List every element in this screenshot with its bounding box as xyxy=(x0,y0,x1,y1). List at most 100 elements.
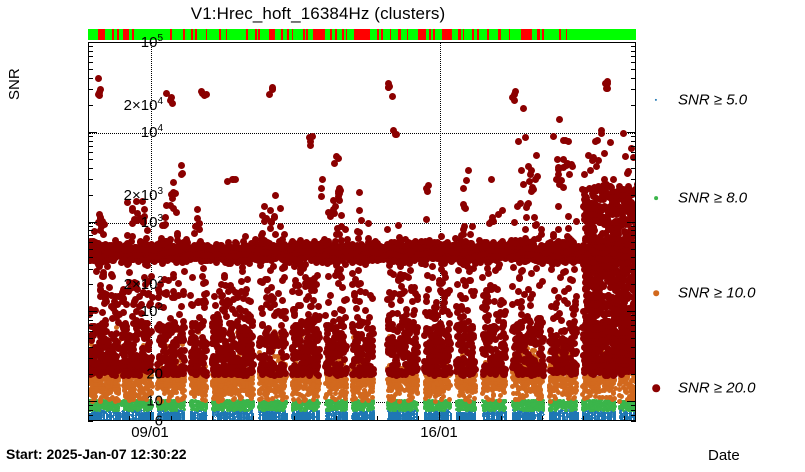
data-point-snr5 xyxy=(518,412,522,420)
data-point-snr5 xyxy=(446,411,450,420)
data-point-snr5 xyxy=(190,412,193,420)
duty-cycle-down-segment xyxy=(417,29,426,40)
duty-cycle-down-segment xyxy=(462,29,465,40)
data-point-snr5 xyxy=(169,411,171,414)
data-point-snr5 xyxy=(600,412,604,420)
data-point-snr5 xyxy=(527,412,531,420)
data-point-snr5 xyxy=(387,412,390,420)
data-point-snr5 xyxy=(554,411,558,420)
data-point-snr5 xyxy=(502,412,503,420)
data-point-snr5 xyxy=(532,415,535,418)
data-point-snr5 xyxy=(118,412,122,420)
data-point-snr5 xyxy=(262,418,264,420)
duty-cycle-down-segment xyxy=(442,29,452,40)
duty-cycle-down-segment xyxy=(542,29,544,40)
data-point-snr5 xyxy=(531,415,533,418)
duty-cycle-down-segment xyxy=(302,29,305,40)
data-point-snr5 xyxy=(338,412,340,420)
duty-cycle-down-segment xyxy=(537,29,540,40)
data-point-snr5 xyxy=(399,412,401,420)
y-axis-label: SNR xyxy=(6,68,23,100)
duty-cycle-down-segment xyxy=(98,29,105,40)
gridline-vertical xyxy=(439,43,441,420)
duty-cycle-down-segment xyxy=(195,29,197,40)
duty-cycle-down-segment xyxy=(497,29,502,40)
duty-cycle-down-segment xyxy=(486,29,490,40)
duty-cycle-down-segment xyxy=(377,29,380,40)
data-point-snr5 xyxy=(329,412,331,420)
duty-cycle-down-segment xyxy=(280,29,284,40)
data-point-snr5 xyxy=(488,411,491,420)
duty-cycle-down-segment xyxy=(508,29,511,40)
data-point-snr5 xyxy=(150,412,154,420)
data-point-snr5 xyxy=(196,411,199,420)
data-point-snr5 xyxy=(133,412,135,420)
data-point-snr5 xyxy=(244,411,246,420)
data-point-snr5 xyxy=(415,412,417,420)
duty-cycle-down-segment xyxy=(471,29,474,40)
duty-cycle-down-segment xyxy=(428,29,432,40)
data-point-snr5 xyxy=(628,411,631,420)
data-point-snr5 xyxy=(493,416,496,418)
duty-cycle-down-segment xyxy=(559,29,561,40)
data-point-snr5 xyxy=(264,411,268,420)
duty-cycle-down-segment xyxy=(268,29,276,40)
duty-cycle-down-segment xyxy=(313,29,326,40)
data-point-snr5 xyxy=(237,412,239,420)
duty-cycle-status-bar xyxy=(88,29,636,40)
duty-cycle-down-segment xyxy=(520,29,532,40)
duty-cycle-down-segment xyxy=(345,29,348,40)
data-point-snr5 xyxy=(97,414,99,416)
data-point-snr5 xyxy=(412,411,416,420)
plot-frame xyxy=(88,42,636,421)
data-point-snr5 xyxy=(503,411,507,420)
duty-cycle-down-segment xyxy=(433,29,435,40)
data-point-snr5 xyxy=(590,411,594,420)
duty-cycle-down-segment xyxy=(116,29,119,40)
data-point-snr5 xyxy=(403,412,406,420)
data-point-snr5 xyxy=(307,419,309,420)
data-point-snr5 xyxy=(371,411,372,420)
duty-cycle-down-segment xyxy=(258,29,260,40)
duty-cycle-down-segment xyxy=(183,29,185,40)
data-point-snr5 xyxy=(227,417,230,420)
data-point-snr5 xyxy=(127,418,129,420)
duty-cycle-down-segment xyxy=(219,29,221,40)
duty-cycle-down-segment xyxy=(286,29,290,40)
data-point-snr5 xyxy=(232,412,236,420)
data-point-snr5 xyxy=(432,412,434,420)
duty-cycle-down-segment xyxy=(389,29,392,40)
data-point-snr5 xyxy=(596,411,598,420)
data-point-snr5 xyxy=(159,412,161,414)
duty-cycle-down-segment xyxy=(458,29,461,40)
data-point-snr5 xyxy=(630,416,632,419)
duty-cycle-down-segment xyxy=(406,29,409,40)
duty-cycle-down-segment xyxy=(381,29,383,40)
duty-cycle-down-segment xyxy=(565,29,568,40)
duty-cycle-down-segment xyxy=(205,29,208,40)
data-point-snr5 xyxy=(311,412,314,420)
data-point-snr5 xyxy=(328,413,331,415)
data-point-snr5 xyxy=(436,411,439,420)
data-point-snr5 xyxy=(563,411,566,420)
scatter-plot-area xyxy=(89,43,635,420)
duty-cycle-down-segment xyxy=(334,29,338,40)
gridline-horizontal xyxy=(89,132,635,134)
data-point-snr5 xyxy=(334,410,338,420)
duty-cycle-down-segment xyxy=(354,29,370,40)
duty-cycle-down-segment xyxy=(254,29,257,40)
data-point-snr5 xyxy=(258,412,260,420)
data-point-snr5 xyxy=(417,411,419,420)
data-point-snr5 xyxy=(429,412,431,420)
duty-cycle-down-segment xyxy=(306,29,308,40)
data-point-snr5 xyxy=(490,412,492,420)
data-point-snr5 xyxy=(102,411,106,420)
duty-cycle-down-segment xyxy=(170,29,172,40)
duty-cycle-down-segment xyxy=(330,29,332,40)
data-point-snr5 xyxy=(459,411,462,420)
duty-cycle-down-segment xyxy=(341,29,344,40)
data-point-snr5 xyxy=(495,416,498,418)
duty-cycle-down-segment xyxy=(111,29,114,40)
duty-cycle-down-segment xyxy=(246,29,248,40)
data-point-snr5 xyxy=(570,413,573,415)
